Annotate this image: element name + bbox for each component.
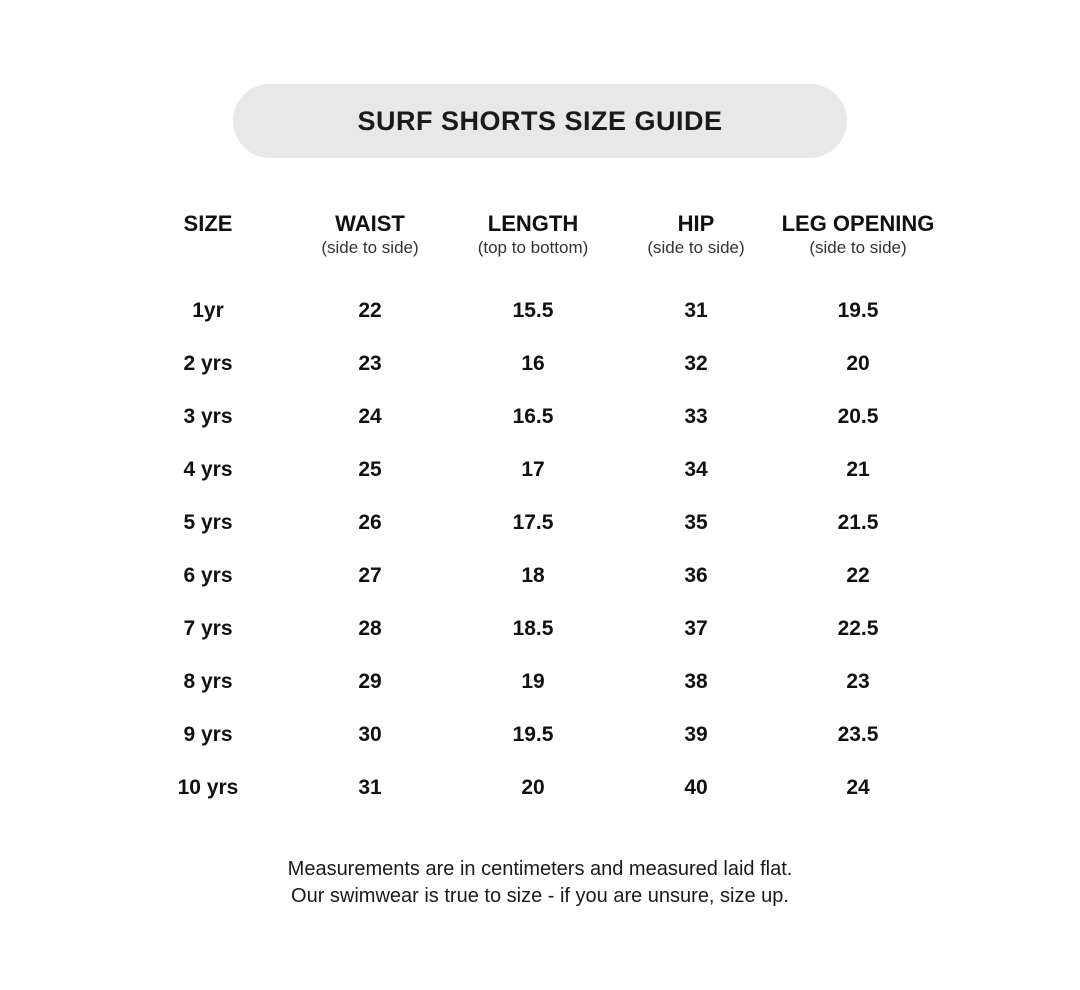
- size-cell: 10 yrs: [177, 776, 239, 799]
- waist-cell: 23: [358, 352, 382, 375]
- waist-cell: 24: [358, 405, 382, 428]
- hip-cell: 40: [684, 776, 708, 799]
- hip-cell: 32: [684, 352, 708, 375]
- page-title: SURF SHORTS SIZE GUIDE: [357, 105, 723, 136]
- header-sublabel: (side to side): [647, 238, 745, 257]
- length-cell: 19: [521, 670, 545, 693]
- header-leg-opening: LEG OPENING (side to side): [758, 210, 958, 258]
- hip-cell: 39: [684, 723, 708, 746]
- waist-cell: 30: [358, 723, 382, 746]
- length-cell: 16: [521, 352, 545, 375]
- waist-cell: 29: [358, 670, 382, 693]
- footer-line-1: Measurements are in centimeters and meas…: [287, 858, 793, 880]
- header-label: WAIST: [335, 211, 405, 236]
- size-cell: 9 yrs: [183, 723, 233, 746]
- leg-opening-cell: 21.5: [837, 511, 879, 534]
- hip-cell: 38: [684, 670, 708, 693]
- length-cell: 15.5: [512, 299, 554, 322]
- leg-opening-cell: 22: [846, 564, 870, 587]
- table-row: 8 yrs 29 19 38 23: [0, 667, 1080, 697]
- hip-cell: 37: [684, 617, 708, 640]
- length-cell: 19.5: [512, 723, 554, 746]
- waist-cell: 28: [358, 617, 382, 640]
- header-size: SIZE: [108, 210, 308, 238]
- leg-opening-cell: 23: [846, 670, 870, 693]
- hip-cell: 31: [684, 299, 708, 322]
- footer-line-2: Our swimwear is true to size - if you ar…: [291, 885, 789, 907]
- leg-opening-cell: 20.5: [837, 405, 879, 428]
- header-waist: WAIST (side to side): [270, 210, 470, 258]
- hip-cell: 34: [684, 458, 708, 481]
- leg-opening-cell: 20: [846, 352, 870, 375]
- hip-cell: 33: [684, 405, 708, 428]
- leg-opening-cell: 23.5: [837, 723, 879, 746]
- header-sublabel: (side to side): [321, 238, 419, 257]
- header-sublabel: (side to side): [809, 238, 907, 257]
- table-row: 10 yrs 31 20 40 24: [0, 773, 1080, 803]
- length-cell: 17: [521, 458, 545, 481]
- leg-opening-cell: 22.5: [837, 617, 879, 640]
- waist-cell: 26: [358, 511, 382, 534]
- table-row: 6 yrs 27 18 36 22: [0, 561, 1080, 591]
- table-row: 9 yrs 30 19.5 39 23.5: [0, 720, 1080, 750]
- table-row: 3 yrs 24 16.5 33 20.5: [0, 402, 1080, 432]
- size-cell: 7 yrs: [183, 617, 233, 640]
- length-cell: 20: [521, 776, 545, 799]
- length-cell: 16.5: [512, 405, 554, 428]
- leg-opening-cell: 19.5: [837, 299, 879, 322]
- title-banner: SURF SHORTS SIZE GUIDE: [233, 84, 847, 158]
- length-cell: 17.5: [512, 511, 554, 534]
- table-row: 5 yrs 26 17.5 35 21.5: [0, 508, 1080, 538]
- size-cell: 8 yrs: [183, 670, 233, 693]
- size-cell: 6 yrs: [183, 564, 233, 587]
- size-cell: 5 yrs: [183, 511, 233, 534]
- header-label: LENGTH: [487, 211, 579, 236]
- table-row: 2 yrs 23 16 32 20: [0, 349, 1080, 379]
- leg-opening-cell: 21: [846, 458, 870, 481]
- length-cell: 18.5: [512, 617, 554, 640]
- hip-cell: 35: [684, 511, 708, 534]
- footer-note: Measurements are in centimeters and meas…: [0, 856, 1080, 910]
- size-cell: 1yr: [192, 299, 224, 322]
- leg-opening-cell: 24: [846, 776, 870, 799]
- header-length: LENGTH (top to bottom): [433, 210, 633, 258]
- table-row: 1yr 22 15.5 31 19.5: [0, 296, 1080, 326]
- size-cell: 2 yrs: [183, 352, 233, 375]
- header-sublabel: (top to bottom): [477, 238, 589, 257]
- table-row: 4 yrs 25 17 34 21: [0, 455, 1080, 485]
- waist-cell: 31: [358, 776, 382, 799]
- length-cell: 18: [521, 564, 545, 587]
- header-label: HIP: [677, 211, 715, 236]
- size-cell: 4 yrs: [183, 458, 233, 481]
- header-label: SIZE: [183, 211, 233, 236]
- waist-cell: 25: [358, 458, 382, 481]
- waist-cell: 22: [358, 299, 382, 322]
- table-row: 7 yrs 28 18.5 37 22.5: [0, 614, 1080, 644]
- hip-cell: 36: [684, 564, 708, 587]
- size-cell: 3 yrs: [183, 405, 233, 428]
- header-label: LEG OPENING: [781, 211, 935, 236]
- waist-cell: 27: [358, 564, 382, 587]
- header-hip: HIP (side to side): [596, 210, 796, 258]
